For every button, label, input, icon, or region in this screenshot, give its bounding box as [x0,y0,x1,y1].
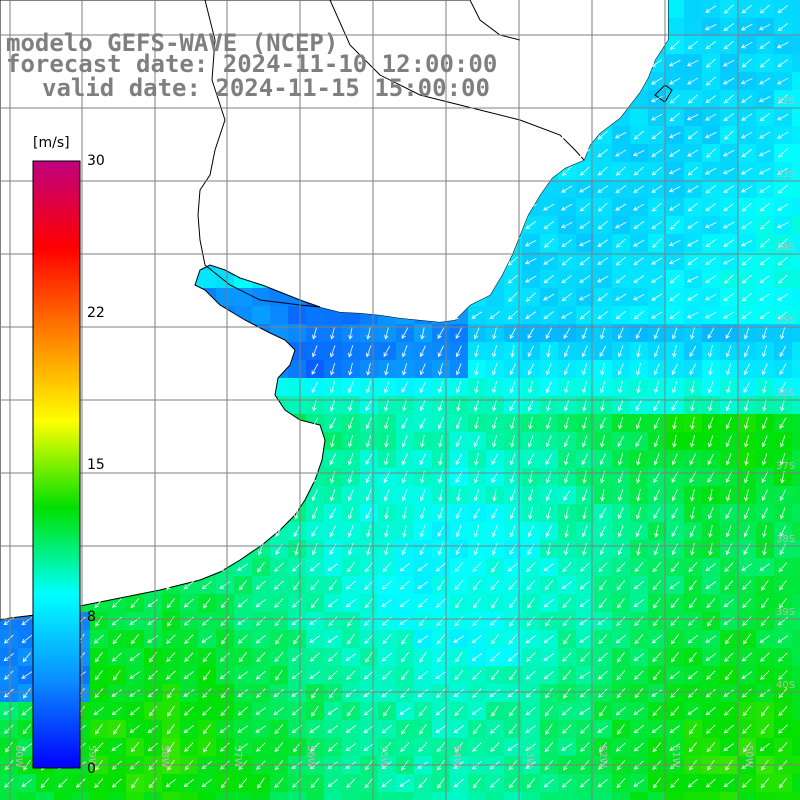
colorbar-tick-15: 15 [87,457,105,473]
colorbar-tick-8: 8 [87,609,96,625]
longitude-labels: 60W 59W 58W 57W 56W 55W 54W 53W 52W 51W 50W [13,745,754,768]
latitude-labels: 32S 33S 34S 35S 36S 37S 38S 39S 40S [776,96,795,691]
colorbar-tick-0: 0 [87,761,96,777]
colorbar-gradient [32,160,81,769]
latitude-label: 32S [776,96,795,107]
longitude-label: 60W [13,745,24,768]
colorbar-unit: [m/s] [33,135,70,151]
wind-arrows [3,4,789,789]
latitude-label: 40S [776,680,795,691]
title-forecast-date: forecast date: 2024-11-10 12:00:00 [6,50,498,78]
latitude-label: 34S [776,242,795,253]
longitude-label: 55W [378,745,389,768]
longitude-label: 59W [86,745,97,768]
longitude-label: 57W [232,745,243,768]
latitude-label: 36S [776,388,795,399]
latitude-label: 38S [776,534,795,545]
colorbar: [m/s] 30 22 15 8 0 [32,135,105,777]
latitude-label: 33S [776,169,795,180]
latitude-label: 37S [776,461,795,472]
title-model: modelo GEFS-WAVE (NCEP) [6,29,339,57]
latitude-label: 39S [776,607,795,618]
longitude-label: 56W [305,745,316,768]
colorbar-tick-22: 22 [87,305,105,321]
longitude-label: 54W [451,745,462,768]
latitude-label: 35S [776,315,795,326]
longitude-label: 53W [524,745,535,768]
longitude-label: 58W [159,745,170,768]
longitude-label: 51W [670,745,681,768]
longitude-label: 50W [743,745,754,768]
title-valid-date: valid date: 2024-11-15 15:00:00 [42,74,490,102]
longitude-label: 52W [597,745,608,768]
colorbar-tick-30: 30 [87,153,105,169]
